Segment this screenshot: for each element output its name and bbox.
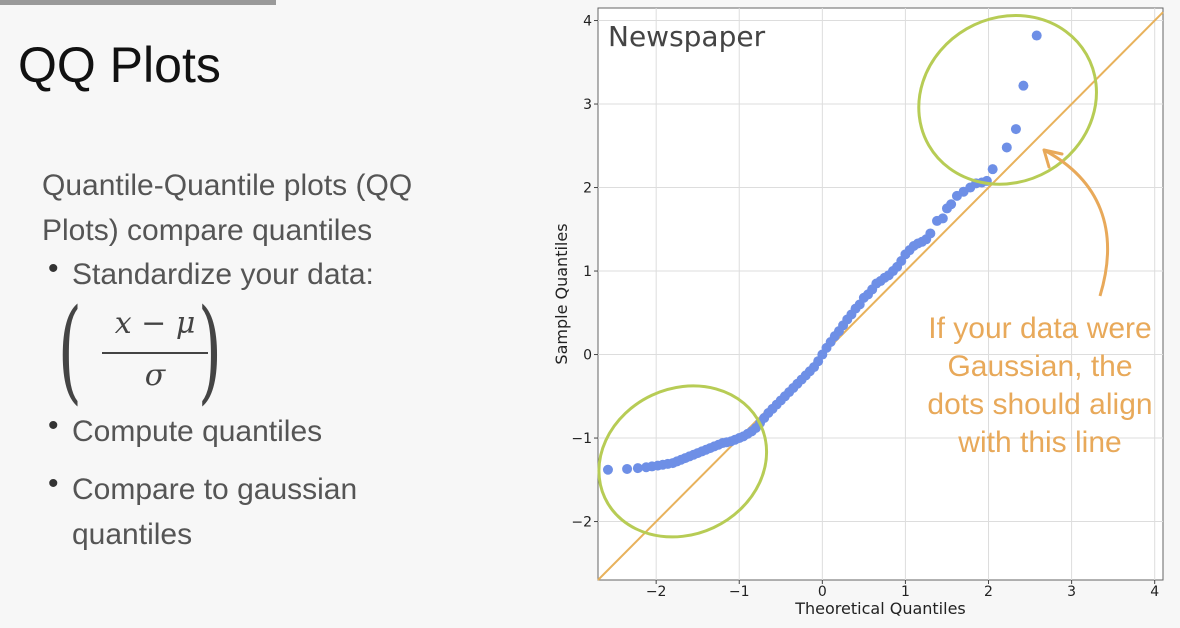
- upper-tail-highlight: [917, 14, 1098, 186]
- data-point: [602, 464, 613, 475]
- data-point: [925, 228, 936, 239]
- data-point: [622, 463, 633, 474]
- x-axis-label: Theoretical Quantiles: [794, 599, 966, 618]
- bullet-compute: • Compute quantiles: [48, 409, 322, 454]
- slide-title: QQ Plots: [18, 37, 221, 93]
- bullet-dot-icon: •: [48, 252, 59, 285]
- bullet-label: Compare to gaussian: [72, 473, 358, 506]
- data-point: [987, 164, 998, 175]
- x-tick-label: −2: [646, 584, 667, 600]
- x-tick-label: 3: [1067, 584, 1076, 600]
- data-point: [1010, 124, 1021, 135]
- x-tick-label: 4: [1150, 584, 1159, 600]
- x-tick-label: 1: [901, 584, 910, 600]
- formula-numerator: x − μ: [114, 306, 196, 341]
- data-point: [632, 463, 643, 474]
- bullet-dot-icon: •: [48, 467, 59, 500]
- bullet-compare: • Compare to gaussian: [48, 467, 357, 512]
- reference-line: [597, 11, 1164, 581]
- y-tick-label: −2: [571, 515, 592, 531]
- bullet-label: Standardize your data:: [72, 258, 374, 291]
- y-tick-label: 4: [583, 14, 592, 30]
- y-axis-label: Sample Quantiles: [552, 223, 571, 364]
- y-tick-label: 3: [583, 97, 592, 113]
- annotation-text: If your data were: [928, 312, 1151, 345]
- annotation-arrowhead: [1042, 148, 1064, 169]
- bullet-dot-icon: •: [48, 409, 59, 442]
- y-tick-label: −1: [571, 431, 592, 447]
- x-tick-label: 0: [818, 584, 827, 600]
- right-paren: ): [197, 286, 222, 416]
- bullet-label: quantiles: [72, 518, 193, 551]
- annotation-text: with this line: [957, 426, 1121, 459]
- chart-title: Newspaper: [608, 20, 766, 53]
- data-point: [1001, 142, 1012, 153]
- data-point: [1031, 30, 1042, 41]
- annotation-arrow: [1043, 148, 1109, 297]
- x-tick-label: −1: [729, 584, 750, 600]
- bullet-label: Compute quantiles: [72, 415, 323, 448]
- intro-text: Quantile-Quantile plots (QQ Plots) compa…: [42, 169, 413, 247]
- y-tick-label: 1: [583, 264, 592, 280]
- standardize-formula: ( x − μ σ ): [58, 286, 230, 416]
- lower-tail-highlight: [597, 384, 769, 539]
- data-point: [937, 213, 948, 224]
- formula-denominator: σ: [144, 358, 166, 393]
- bullet-compare-cont: quantiles: [48, 512, 192, 557]
- annotation-text: dots should align: [927, 388, 1152, 421]
- y-tick-label: 2: [583, 181, 592, 197]
- x-tick-label: 2: [984, 584, 993, 600]
- left-paren: (: [57, 286, 82, 416]
- bullet-standardize: • Standardize your data:: [48, 252, 374, 297]
- annotation-text: Gaussian, the: [947, 350, 1132, 383]
- fraction-bar: [102, 352, 208, 354]
- top-accent-bar: [0, 0, 276, 5]
- data-point: [1018, 80, 1029, 91]
- y-tick-label: 0: [583, 348, 592, 364]
- data-point: [946, 199, 957, 210]
